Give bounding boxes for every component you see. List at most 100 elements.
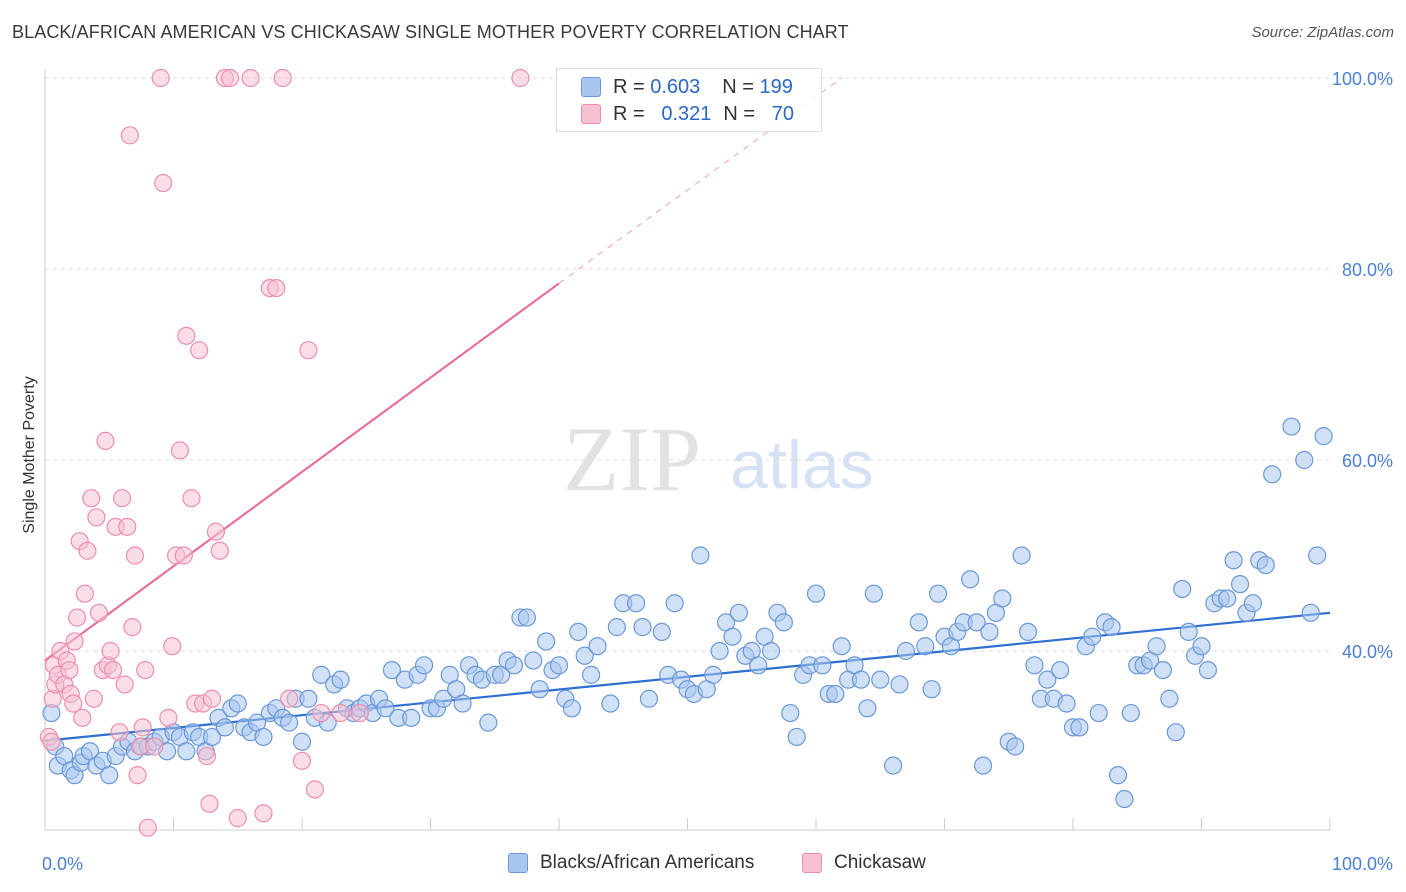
point-chickasaw [73,708,92,727]
point-blacks [601,694,620,713]
point-chickasaw [200,794,219,813]
point-chickasaw [241,68,260,88]
point-blacks [228,694,247,713]
point-blacks [729,603,749,622]
point-blacks [1301,603,1320,622]
point-chickasaw [228,809,247,828]
point-blacks [851,670,871,689]
point-blacks [1314,427,1333,446]
point-blacks [479,713,498,732]
point-blacks [961,570,980,589]
point-blacks [871,670,890,689]
point-blacks [331,670,350,689]
point-blacks [1263,465,1282,484]
point-chickasaw [110,723,129,742]
point-blacks [292,732,312,751]
point-blacks [710,641,729,661]
point-chickasaw [112,489,132,508]
legend-row-blacks: R = 0.603 N = 199 [581,75,793,99]
point-chickasaw [190,341,209,360]
point-chickasaw [292,751,312,770]
point-blacks [864,584,883,603]
point-blacks [1198,660,1218,680]
point-chickasaw [210,541,229,560]
source-credit: Source: ZipAtlas.com [1251,24,1394,41]
point-chickasaw [68,608,87,627]
chart-title: BLACK/AFRICAN AMERICAN VS CHICKASAW SING… [12,22,849,42]
point-chickasaw [331,703,350,723]
legend-r-label: R = [613,75,645,98]
point-blacks [402,708,421,727]
blue-swatch [508,853,528,873]
point-blacks [916,637,935,656]
point-blacks [1051,660,1070,680]
point-chickasaw [104,660,123,680]
point-chickasaw [280,689,299,708]
point-blacks [1147,637,1166,656]
legend-n-value: 199 [759,75,793,98]
point-blacks [626,594,646,613]
point-chickasaw [42,732,61,751]
point-blacks [1083,627,1102,646]
legend-r-value: 0.321 [661,102,712,125]
point-chickasaw [138,818,157,837]
point-chickasaw [136,660,155,680]
point-blacks [723,627,742,646]
point-chickasaw [133,718,152,737]
point-chickasaw [125,546,145,565]
point-blacks [652,622,671,642]
point-blacks [177,742,196,761]
legend-n-label: N = [723,102,756,125]
point-chickasaw [305,780,324,799]
gridlines [45,77,1330,652]
pink-swatch [581,104,601,124]
point-blacks [1295,450,1314,470]
point-chickasaw [170,441,190,460]
point-blacks [813,656,832,675]
point-blacks [909,613,928,632]
y-tick-label: 80.0% [1342,260,1393,280]
bottom-legend-blacks: Blacks/African Americans [508,852,754,874]
point-blacks [1115,789,1134,809]
point-blacks [1308,546,1327,565]
point-chickasaw [154,173,173,193]
point-blacks [761,641,781,661]
watermark-zip: ZIP [563,408,701,510]
point-blacks [704,665,723,684]
correlation-legend: R = 0.603 N = 199 R = 0.321 N = 70 [556,68,822,132]
point-blacks [569,622,588,642]
point-blacks [1282,417,1301,436]
point-blacks [1173,579,1192,599]
trend-line-chickasaw [44,282,560,662]
point-blacks [1192,637,1211,656]
point-chickasaw [511,68,530,88]
point-blacks [1256,555,1275,575]
point-chickasaw [101,641,120,661]
point-blacks [749,656,768,675]
point-blacks [890,675,909,694]
point-blacks [254,727,273,747]
point-blacks [1038,670,1057,689]
point-blacks [549,656,569,675]
point-blacks [980,622,999,642]
point-chickasaw [65,632,84,651]
point-blacks [1070,718,1089,737]
point-blacks [202,727,222,747]
point-chickasaw [87,508,106,527]
point-chickasaw [64,694,83,713]
point-chickasaw [267,279,286,298]
point-blacks [928,584,948,603]
point-blacks [312,665,331,684]
point-chickasaw [82,489,101,508]
point-blacks [414,656,434,675]
point-blacks [1089,703,1108,723]
watermark-atlas: atlas [730,427,874,503]
point-blacks [1166,723,1185,742]
point-blacks [504,656,524,675]
point-blacks [967,613,986,632]
y-tick-label: 40.0% [1342,642,1393,662]
point-blacks [896,641,916,661]
point-chickasaw [159,708,178,727]
bottom-legend-chickasaw: Chickasaw [802,852,926,874]
